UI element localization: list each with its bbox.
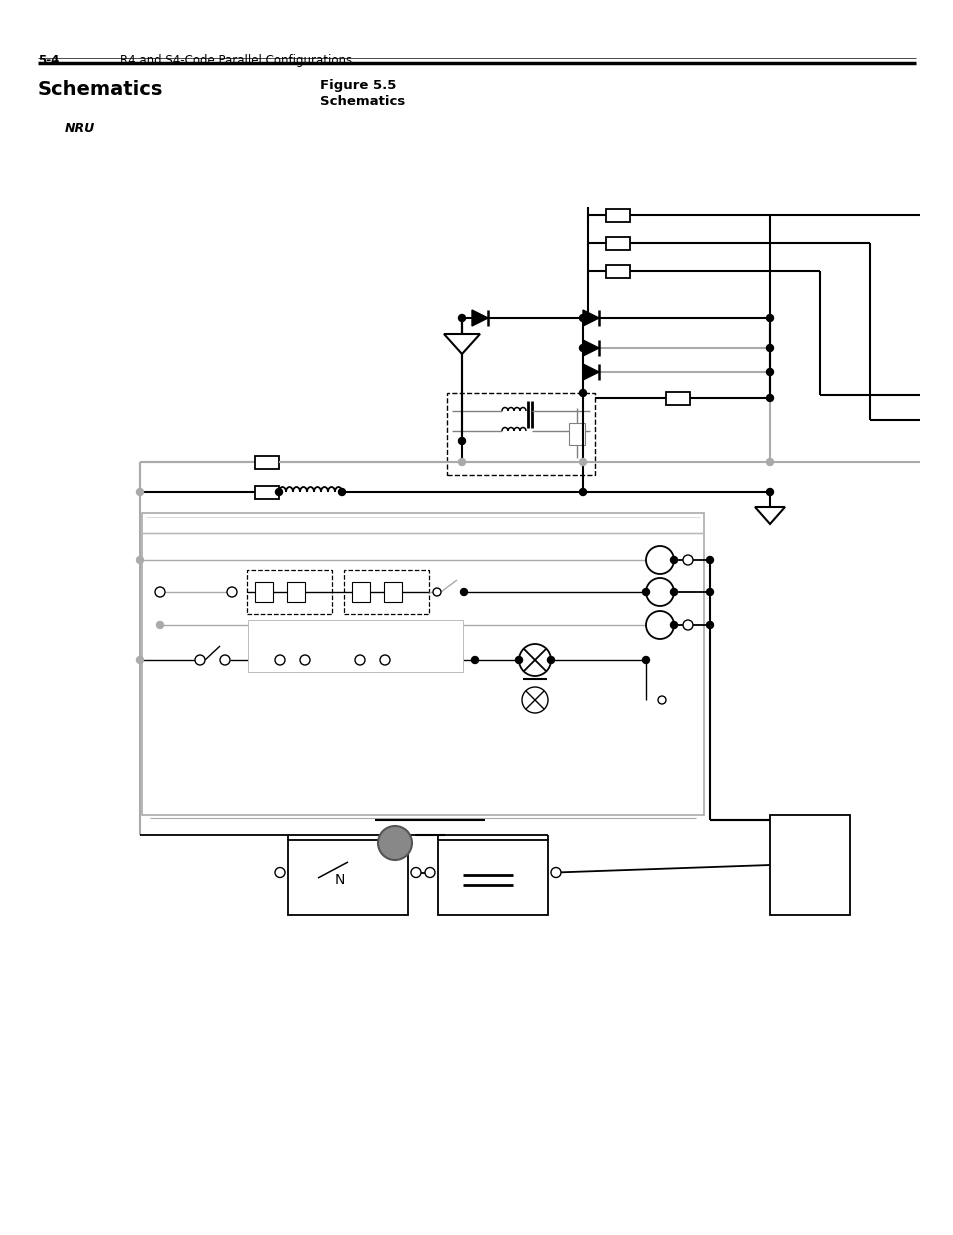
Circle shape: [458, 315, 465, 321]
Circle shape: [706, 557, 713, 563]
Circle shape: [227, 587, 236, 597]
Circle shape: [578, 315, 586, 321]
Circle shape: [355, 655, 365, 664]
Circle shape: [411, 867, 420, 878]
Bar: [254, 582, 273, 601]
Text: Schematics: Schematics: [38, 80, 163, 99]
Circle shape: [641, 657, 649, 663]
Text: N: N: [335, 873, 345, 887]
Circle shape: [578, 389, 586, 396]
Circle shape: [154, 587, 165, 597]
Circle shape: [645, 546, 673, 574]
Circle shape: [706, 589, 713, 595]
Circle shape: [706, 621, 713, 629]
Bar: [769, 815, 849, 915]
Circle shape: [641, 589, 649, 595]
Bar: [605, 264, 629, 278]
Text: NRU: NRU: [65, 122, 95, 135]
Circle shape: [377, 826, 412, 860]
Text: R4 and S4-Code Parallel Configurations: R4 and S4-Code Parallel Configurations: [120, 54, 352, 67]
Circle shape: [645, 611, 673, 638]
Circle shape: [458, 437, 465, 445]
Circle shape: [424, 867, 435, 878]
Circle shape: [515, 657, 522, 663]
Polygon shape: [754, 508, 784, 524]
Bar: [665, 391, 689, 405]
Bar: [344, 571, 429, 614]
Circle shape: [645, 578, 673, 606]
Circle shape: [136, 657, 143, 663]
Circle shape: [275, 489, 282, 495]
Polygon shape: [443, 333, 479, 354]
Polygon shape: [582, 340, 598, 356]
Bar: [384, 582, 401, 601]
Polygon shape: [472, 310, 488, 326]
Circle shape: [220, 655, 230, 664]
Circle shape: [765, 315, 773, 321]
Text: 5-4: 5-4: [38, 54, 59, 67]
Bar: [254, 456, 278, 468]
Circle shape: [136, 557, 143, 563]
Circle shape: [578, 489, 586, 495]
Circle shape: [578, 458, 586, 466]
Bar: [437, 840, 547, 915]
Circle shape: [156, 621, 163, 629]
Circle shape: [682, 620, 692, 630]
Circle shape: [765, 458, 773, 466]
Circle shape: [551, 867, 560, 878]
Circle shape: [433, 588, 440, 597]
Bar: [254, 485, 278, 499]
Circle shape: [194, 655, 205, 664]
Circle shape: [379, 655, 390, 664]
Circle shape: [518, 643, 551, 676]
Bar: [568, 424, 584, 445]
Circle shape: [547, 657, 554, 663]
Bar: [287, 582, 305, 601]
Bar: [248, 620, 462, 672]
Circle shape: [765, 368, 773, 375]
Circle shape: [460, 589, 467, 595]
Bar: [352, 582, 370, 601]
Polygon shape: [582, 310, 598, 326]
Bar: [605, 209, 629, 221]
Circle shape: [338, 489, 345, 495]
Text: Schematics: Schematics: [319, 95, 405, 107]
Circle shape: [458, 458, 465, 466]
Text: Figure 5.5: Figure 5.5: [319, 79, 395, 91]
Circle shape: [274, 655, 285, 664]
Circle shape: [274, 867, 285, 878]
Circle shape: [765, 394, 773, 401]
Bar: [142, 513, 703, 815]
Circle shape: [136, 489, 143, 495]
Circle shape: [670, 589, 677, 595]
Circle shape: [521, 687, 547, 713]
Circle shape: [299, 655, 310, 664]
Bar: [605, 236, 629, 249]
Circle shape: [471, 657, 478, 663]
Circle shape: [670, 621, 677, 629]
Bar: [247, 571, 332, 614]
Circle shape: [578, 345, 586, 352]
Polygon shape: [582, 364, 598, 380]
Bar: [288, 840, 408, 915]
Circle shape: [658, 697, 665, 704]
Circle shape: [765, 345, 773, 352]
Circle shape: [682, 555, 692, 564]
Circle shape: [765, 489, 773, 495]
Bar: [447, 393, 595, 475]
Circle shape: [670, 557, 677, 563]
